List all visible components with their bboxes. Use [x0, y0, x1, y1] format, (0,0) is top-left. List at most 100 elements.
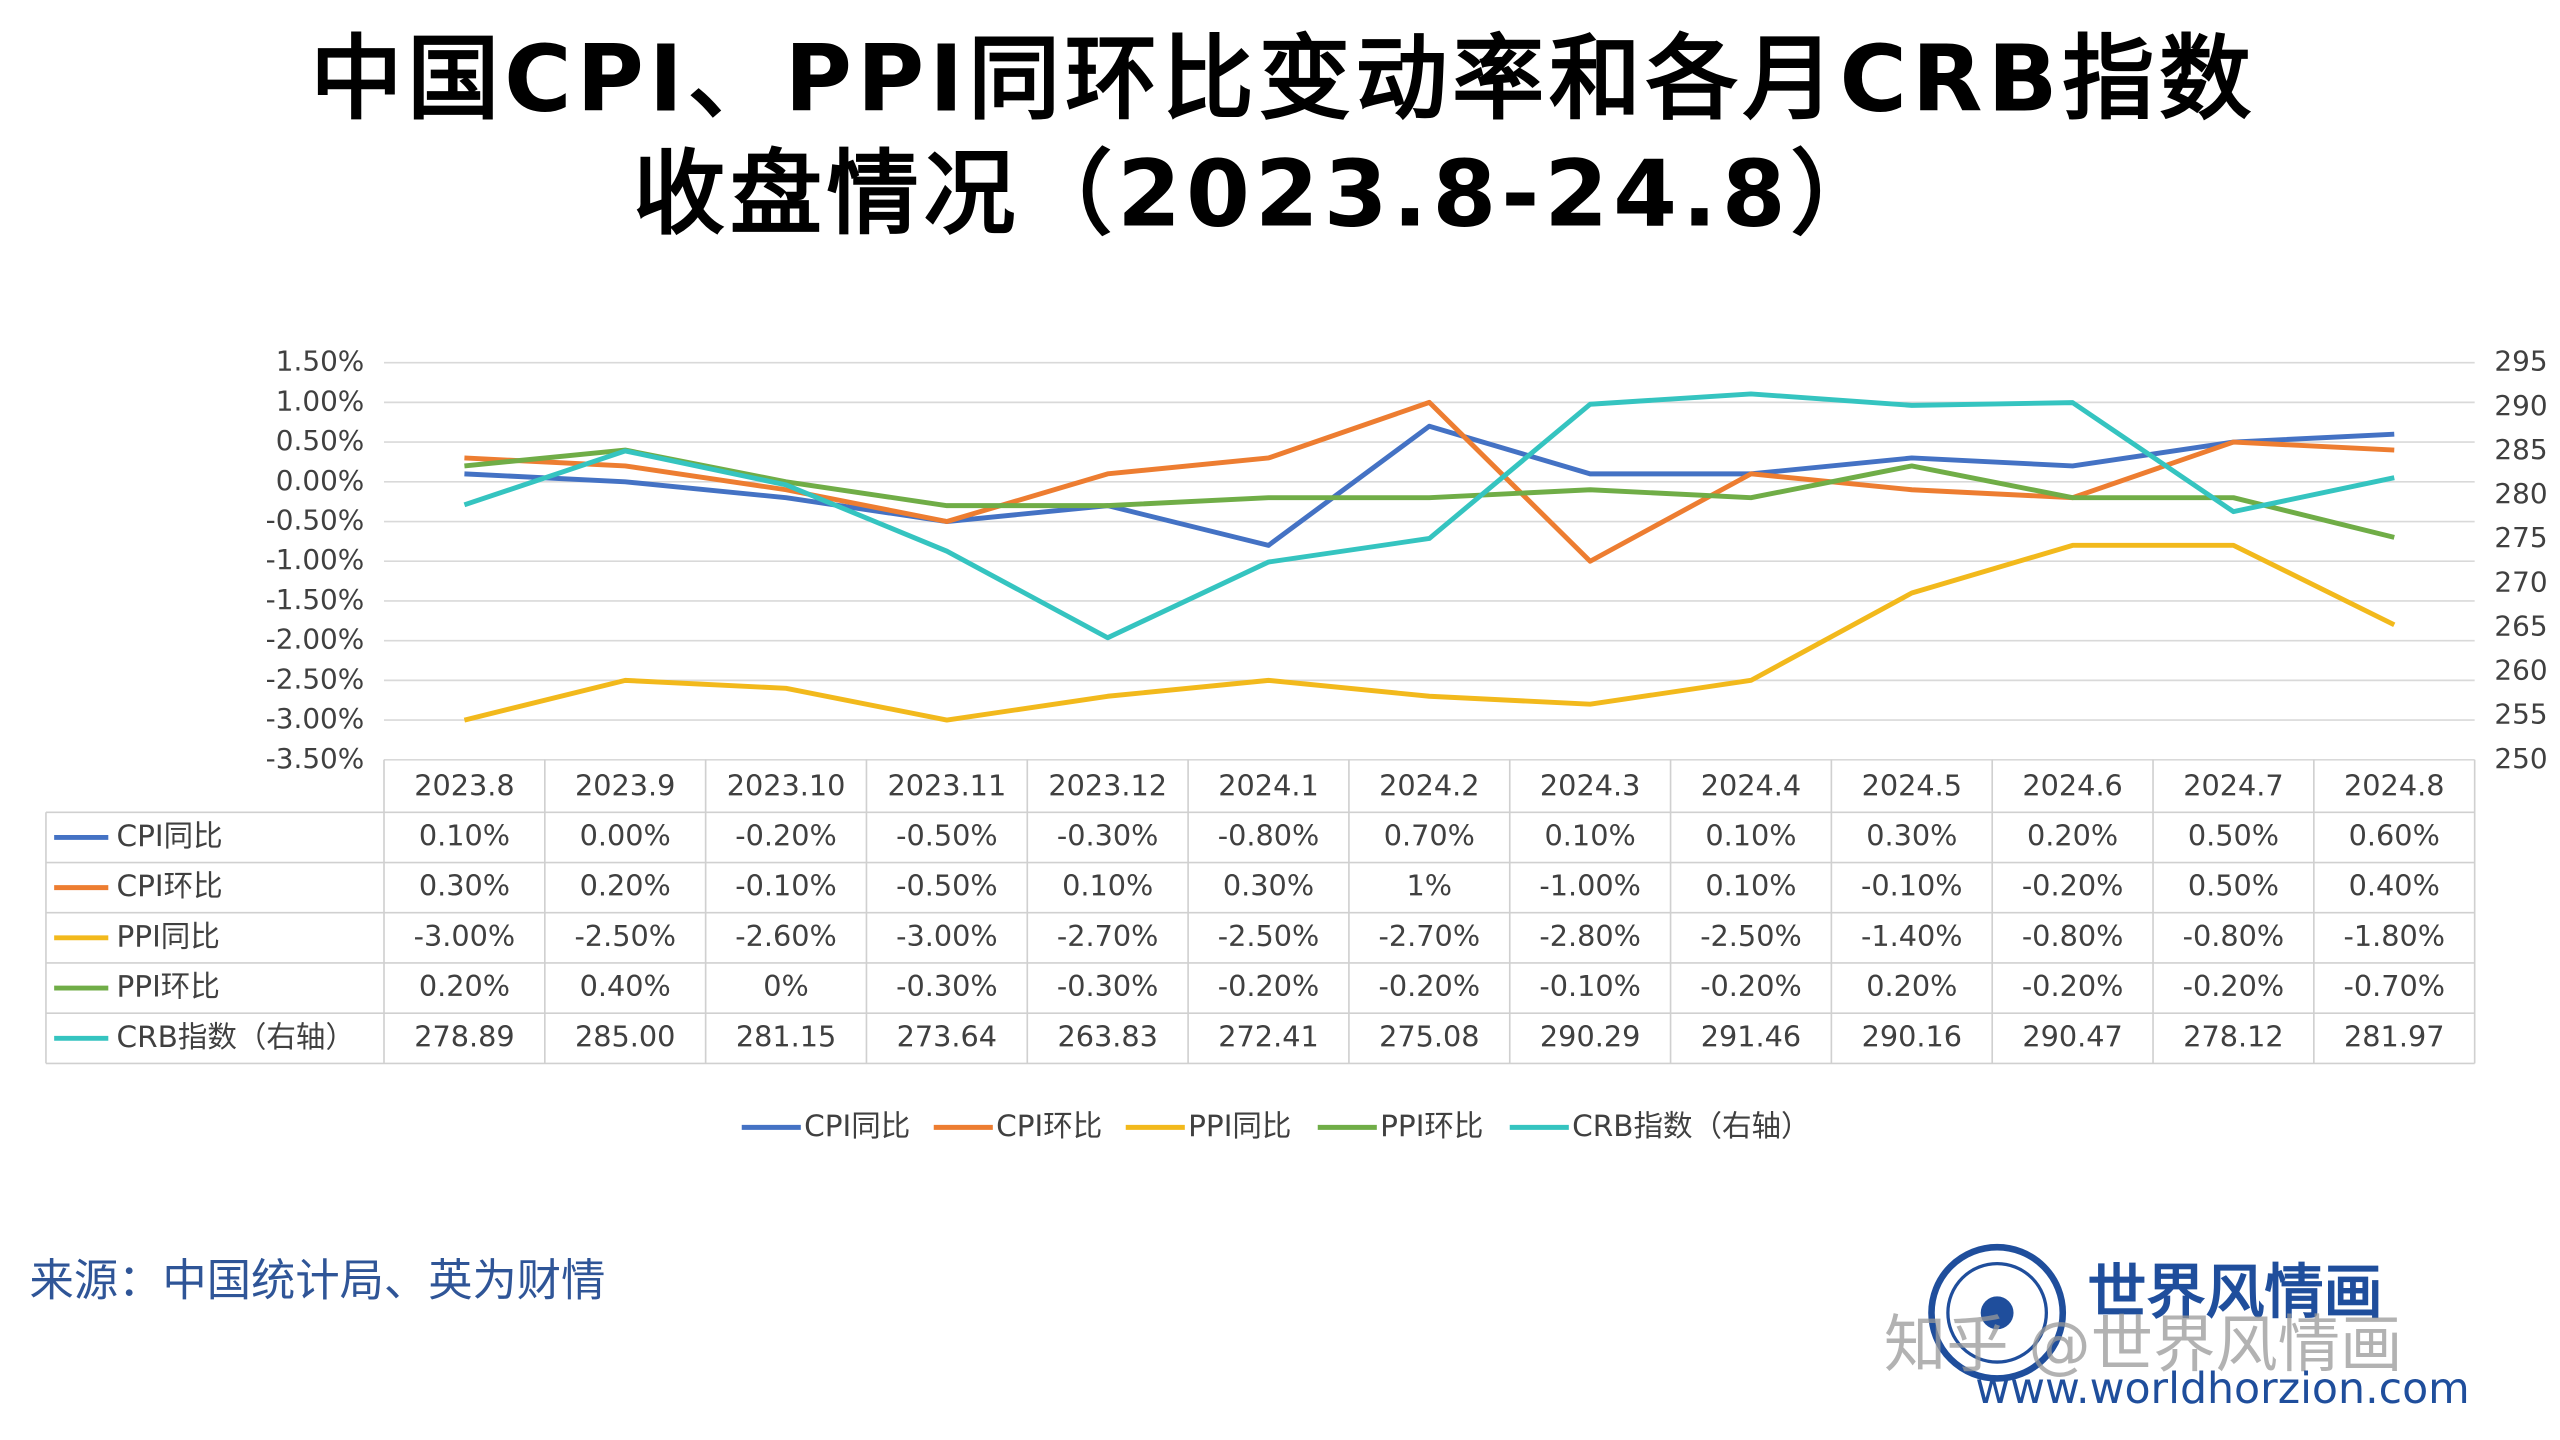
x-tick-label: 2024.6 — [2022, 769, 2122, 803]
table-cell: -0.50% — [896, 869, 998, 903]
table-cell: 0.30% — [1866, 818, 1957, 852]
table-cell: -0.10% — [1861, 869, 1963, 903]
table-cell: 0.10% — [419, 818, 510, 852]
y2-tick-label: 285 — [2494, 433, 2547, 466]
series-line — [464, 423, 2395, 548]
y-tick-label: -1.50% — [266, 583, 365, 616]
table-cell: -1.00% — [1539, 869, 1641, 903]
table-cell: -0.20% — [1700, 969, 1802, 1003]
table-cell: -0.20% — [1218, 969, 1320, 1003]
y2-tick-label: 275 — [2494, 521, 2547, 554]
y2-tick-label: 250 — [2494, 742, 2547, 775]
x-tick-label: 2024.2 — [1379, 769, 1479, 803]
table-row-label: PPI同比 — [117, 919, 220, 953]
table-cell: -0.20% — [1379, 969, 1481, 1003]
table-cell: 0.20% — [580, 869, 671, 903]
table-row-label: PPI环比 — [117, 970, 220, 1004]
series-line — [464, 447, 2395, 540]
x-tick-label: 2024.5 — [1862, 769, 1962, 803]
table-row-label: CPI同比 — [117, 819, 223, 853]
table-cell: -0.80% — [1218, 818, 1320, 852]
table-cell: -1.40% — [1861, 919, 1963, 953]
table-cell: 272.41 — [1218, 1019, 1318, 1053]
table-cell: -0.50% — [896, 818, 998, 852]
y2-tick-label: 295 — [2494, 345, 2547, 378]
legend-label: PPI环比 — [1380, 1109, 1483, 1143]
table-cell: 0.30% — [1223, 869, 1314, 903]
x-tick-label: 2024.1 — [1218, 769, 1318, 803]
legend-label: CPI同比 — [804, 1109, 910, 1143]
x-tick-label: 2023.10 — [727, 769, 846, 803]
table-cell: 0.10% — [1705, 818, 1796, 852]
table-cell: 0.20% — [1866, 969, 1957, 1003]
table-cell: 291.46 — [1701, 1019, 1801, 1053]
y2-tick-label: 290 — [2494, 389, 2547, 422]
table-cell: 290.29 — [1540, 1019, 1640, 1053]
table-cell: -0.10% — [735, 869, 837, 903]
y-tick-label: -0.50% — [266, 504, 365, 537]
source-note: 来源：中国统计局、英为财情 — [30, 1255, 606, 1306]
table-cell: 0% — [763, 969, 809, 1003]
y2-tick-label: 270 — [2494, 565, 2547, 598]
table-cell: 0.00% — [580, 818, 671, 852]
x-tick-label: 2023.11 — [888, 769, 1007, 803]
table-cell: -0.80% — [2183, 919, 2285, 953]
x-tick-label: 2024.8 — [2344, 769, 2444, 803]
y-tick-label: -3.00% — [266, 702, 365, 735]
y-tick-label: 0.50% — [276, 424, 365, 457]
table-cell: 0.40% — [580, 969, 671, 1003]
table-cell: -2.80% — [1539, 919, 1641, 953]
table-cell: 1% — [1407, 869, 1453, 903]
table-cell: 0.10% — [1705, 869, 1796, 903]
table-cell: 0.20% — [419, 969, 510, 1003]
logo-text: 世界风情画 — [2087, 1258, 2382, 1327]
table-cell: -0.30% — [896, 969, 998, 1003]
table-cell: -0.80% — [2022, 919, 2124, 953]
x-tick-label: 2023.9 — [575, 769, 675, 803]
table-cell: 290.47 — [2022, 1019, 2122, 1053]
legend-label: PPI同比 — [1188, 1109, 1291, 1143]
x-tick-label: 2024.4 — [1701, 769, 1801, 803]
chart-title: 收盘情况（2023.8-24.8） — [633, 141, 1887, 248]
table-cell: 0.20% — [2027, 818, 2118, 852]
y-tick-label: -2.00% — [266, 623, 365, 656]
table-cell: -2.70% — [1379, 919, 1481, 953]
table-cell: 0.60% — [2349, 818, 2440, 852]
table-cell: 275.08 — [1379, 1019, 1479, 1053]
table-cell: -2.70% — [1057, 919, 1159, 953]
y-tick-label: 1.50% — [276, 345, 365, 378]
table-cell: 290.16 — [1862, 1019, 1962, 1053]
table-cell: -2.50% — [574, 919, 676, 953]
table-cell: -2.50% — [1218, 919, 1320, 953]
chart-title: 中国CPI、PPI同环比变动率和各月CRB指数 — [311, 26, 2256, 133]
y-tick-label: 1.00% — [276, 384, 365, 417]
table-cell: 0.10% — [1062, 869, 1153, 903]
table-cell: -0.30% — [1057, 818, 1159, 852]
table-cell: 0.70% — [1384, 818, 1475, 852]
table-cell: -3.00% — [896, 919, 998, 953]
table-cell: 263.83 — [1057, 1019, 1157, 1053]
table-cell: 0.50% — [2188, 818, 2279, 852]
y-tick-label: -1.00% — [266, 543, 365, 576]
table-cell: -0.20% — [735, 818, 837, 852]
table-row-label: CRB指数（右轴） — [117, 1020, 355, 1054]
y-tick-label: -2.50% — [266, 662, 365, 695]
table-cell: 281.97 — [2344, 1019, 2444, 1053]
table-cell: -0.20% — [2183, 969, 2285, 1003]
table-cell: 0.40% — [2349, 869, 2440, 903]
table-cell: 285.00 — [575, 1019, 675, 1053]
table-cell: -0.10% — [1539, 969, 1641, 1003]
table-row-label: CPI环比 — [117, 869, 223, 903]
table-cell: -0.30% — [1057, 969, 1159, 1003]
y2-tick-label: 255 — [2494, 698, 2547, 731]
x-tick-label: 2024.7 — [2183, 769, 2283, 803]
table-cell: 273.64 — [897, 1019, 997, 1053]
table-cell: -0.70% — [2343, 969, 2445, 1003]
logo-emblem — [1928, 1243, 2067, 1382]
table-cell: -0.20% — [2022, 969, 2124, 1003]
x-tick-label: 2024.3 — [1540, 769, 1640, 803]
table-cell: -2.50% — [1700, 919, 1802, 953]
watermark: 知乎 @世界风情画 — [1884, 1308, 2403, 1381]
